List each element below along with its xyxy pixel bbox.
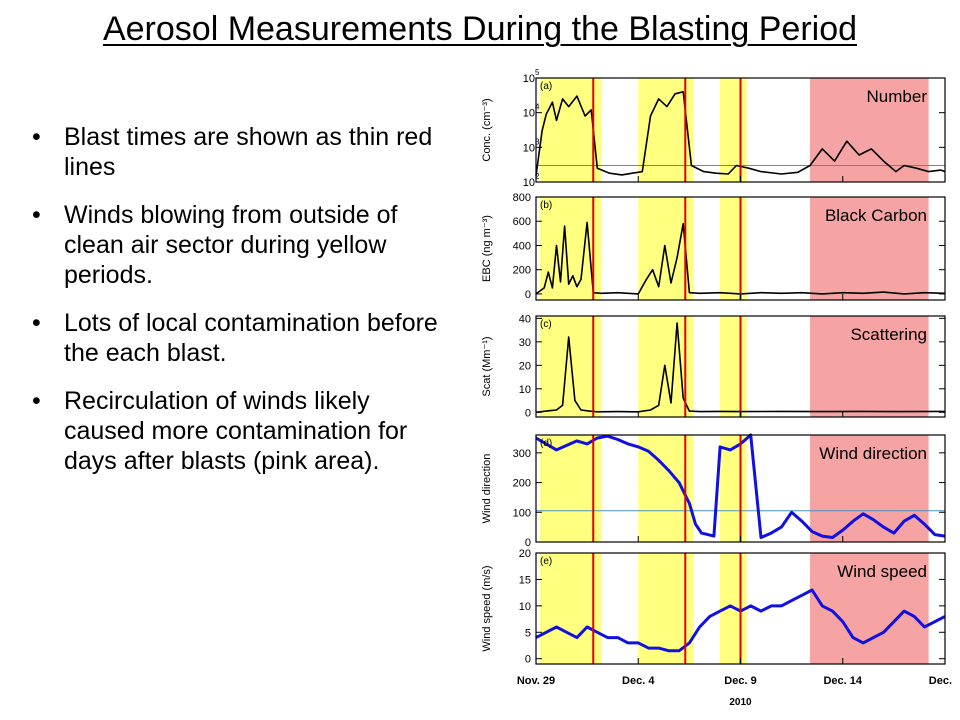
- series-line-number: [535, 91, 946, 177]
- y-tick-label: 200: [513, 478, 531, 490]
- y-tick-exponent: 3: [535, 137, 540, 146]
- chart-panel-wind_speed: 0 5 10 15 20 (e) Wind speed Wind speed (m/s): [481, 548, 946, 666]
- y-tick-exponent: 4: [535, 103, 540, 112]
- x-tick-label: Nov. 29: [517, 675, 555, 687]
- y-tick-label: 200: [513, 265, 531, 277]
- yellow-period-band: [720, 316, 747, 417]
- y-tick-label: 600: [513, 216, 531, 228]
- y-axis-label: Wind direction: [481, 454, 493, 524]
- series-line-wind_direction: [535, 433, 946, 539]
- yellow-period-band: [720, 435, 747, 542]
- y-axis-label: Wind speed (m/s): [481, 565, 493, 651]
- pink-period-band: [810, 197, 929, 300]
- panel-tag: (a): [540, 81, 552, 92]
- y-tick-label: 10: [519, 601, 531, 613]
- panel-title: Number: [867, 87, 928, 106]
- panel-title: Wind speed: [837, 562, 927, 581]
- chart-panel-black_carbon: 0 200 400 600 800 (b) Black Carbon EBC (ng m⁻³): [481, 192, 946, 301]
- y-tick-label: 0: [525, 289, 531, 301]
- pink-period-band: [810, 316, 929, 417]
- y-tick-label: 40: [519, 313, 531, 325]
- yellow-period-band: [720, 197, 747, 300]
- panel-tag: (c): [540, 319, 552, 330]
- y-tick-label: 400: [513, 240, 531, 252]
- y-tick-exponent: 2: [535, 172, 540, 181]
- panel-title: Black Carbon: [825, 206, 927, 225]
- chart-panel-wind_direction: 0 100 200 300 (d) Wind direction Wind directio…: [481, 433, 946, 549]
- y-tick-label: 0: [525, 407, 531, 419]
- y-tick-label: 0: [525, 537, 531, 549]
- yellow-period-band: [540, 435, 602, 542]
- pink-period-band: [810, 435, 929, 542]
- x-tick-label: Dec. 4: [622, 675, 655, 687]
- x-tick-label: Dec. 14: [823, 675, 862, 687]
- bullet-item: Blast times are shown as thin red lines: [30, 122, 450, 182]
- panel-tag: (e): [540, 556, 552, 567]
- y-tick-label: 0: [525, 654, 531, 666]
- yellow-period-band: [540, 316, 602, 417]
- yellow-period-band: [540, 553, 602, 664]
- bullet-item: Winds blowing from outside of clean air …: [30, 200, 450, 290]
- y-axis-label: Scat (Mm⁻¹): [481, 336, 493, 396]
- chart-panel-scattering: 0 10 20 30 40 (c) Scattering Scat (Mm⁻¹): [481, 313, 946, 419]
- y-tick-label: 10: [523, 73, 535, 85]
- yellow-period-band: [540, 78, 602, 182]
- x-axis-label: 2010: [729, 697, 752, 708]
- x-tick-label: Dec. 9: [724, 675, 756, 687]
- y-tick-label: 30: [519, 337, 531, 349]
- y-tick-label: 10: [523, 177, 535, 189]
- y-tick-label: 20: [519, 548, 531, 560]
- pink-period-band: [810, 78, 929, 182]
- panel-title: Wind direction: [819, 444, 927, 463]
- bullet-item: Lots of local contamination before the e…: [30, 308, 450, 368]
- y-tick-label: 5: [525, 627, 531, 639]
- y-tick-exponent: 5: [535, 68, 540, 77]
- y-tick-label: 10: [519, 384, 531, 396]
- bullet-item: Recirculation of winds likely caused mor…: [30, 386, 450, 476]
- y-tick-label: 10: [523, 142, 535, 154]
- y-axis-label: Conc. (cm⁻³): [481, 98, 493, 161]
- slide-title: Aerosol Measurements During the Blasting…: [0, 10, 960, 49]
- y-tick-label: 20: [519, 360, 531, 372]
- series-line-scattering: [535, 322, 946, 414]
- panel-tag: (b): [540, 200, 552, 211]
- series-line-black_carbon: [535, 221, 946, 295]
- y-tick-label: 300: [513, 448, 531, 460]
- y-tick-label: 10: [523, 108, 535, 120]
- bullet-list: Blast times are shown as thin red lines …: [30, 122, 450, 494]
- y-axis-label: EBC (ng m⁻³): [481, 215, 493, 282]
- y-tick-label: 15: [519, 574, 531, 586]
- panel-tag: (d): [540, 438, 552, 449]
- slide-title-text: Aerosol Measurements During the Blasting…: [102, 10, 858, 48]
- y-tick-label: 100: [513, 507, 531, 519]
- y-tick-label: 800: [513, 192, 531, 204]
- yellow-period-band: [720, 78, 747, 182]
- panel-title: Scattering: [850, 325, 927, 344]
- x-tick-label: Dec. 1: [929, 675, 955, 687]
- yellow-period-band: [638, 435, 694, 542]
